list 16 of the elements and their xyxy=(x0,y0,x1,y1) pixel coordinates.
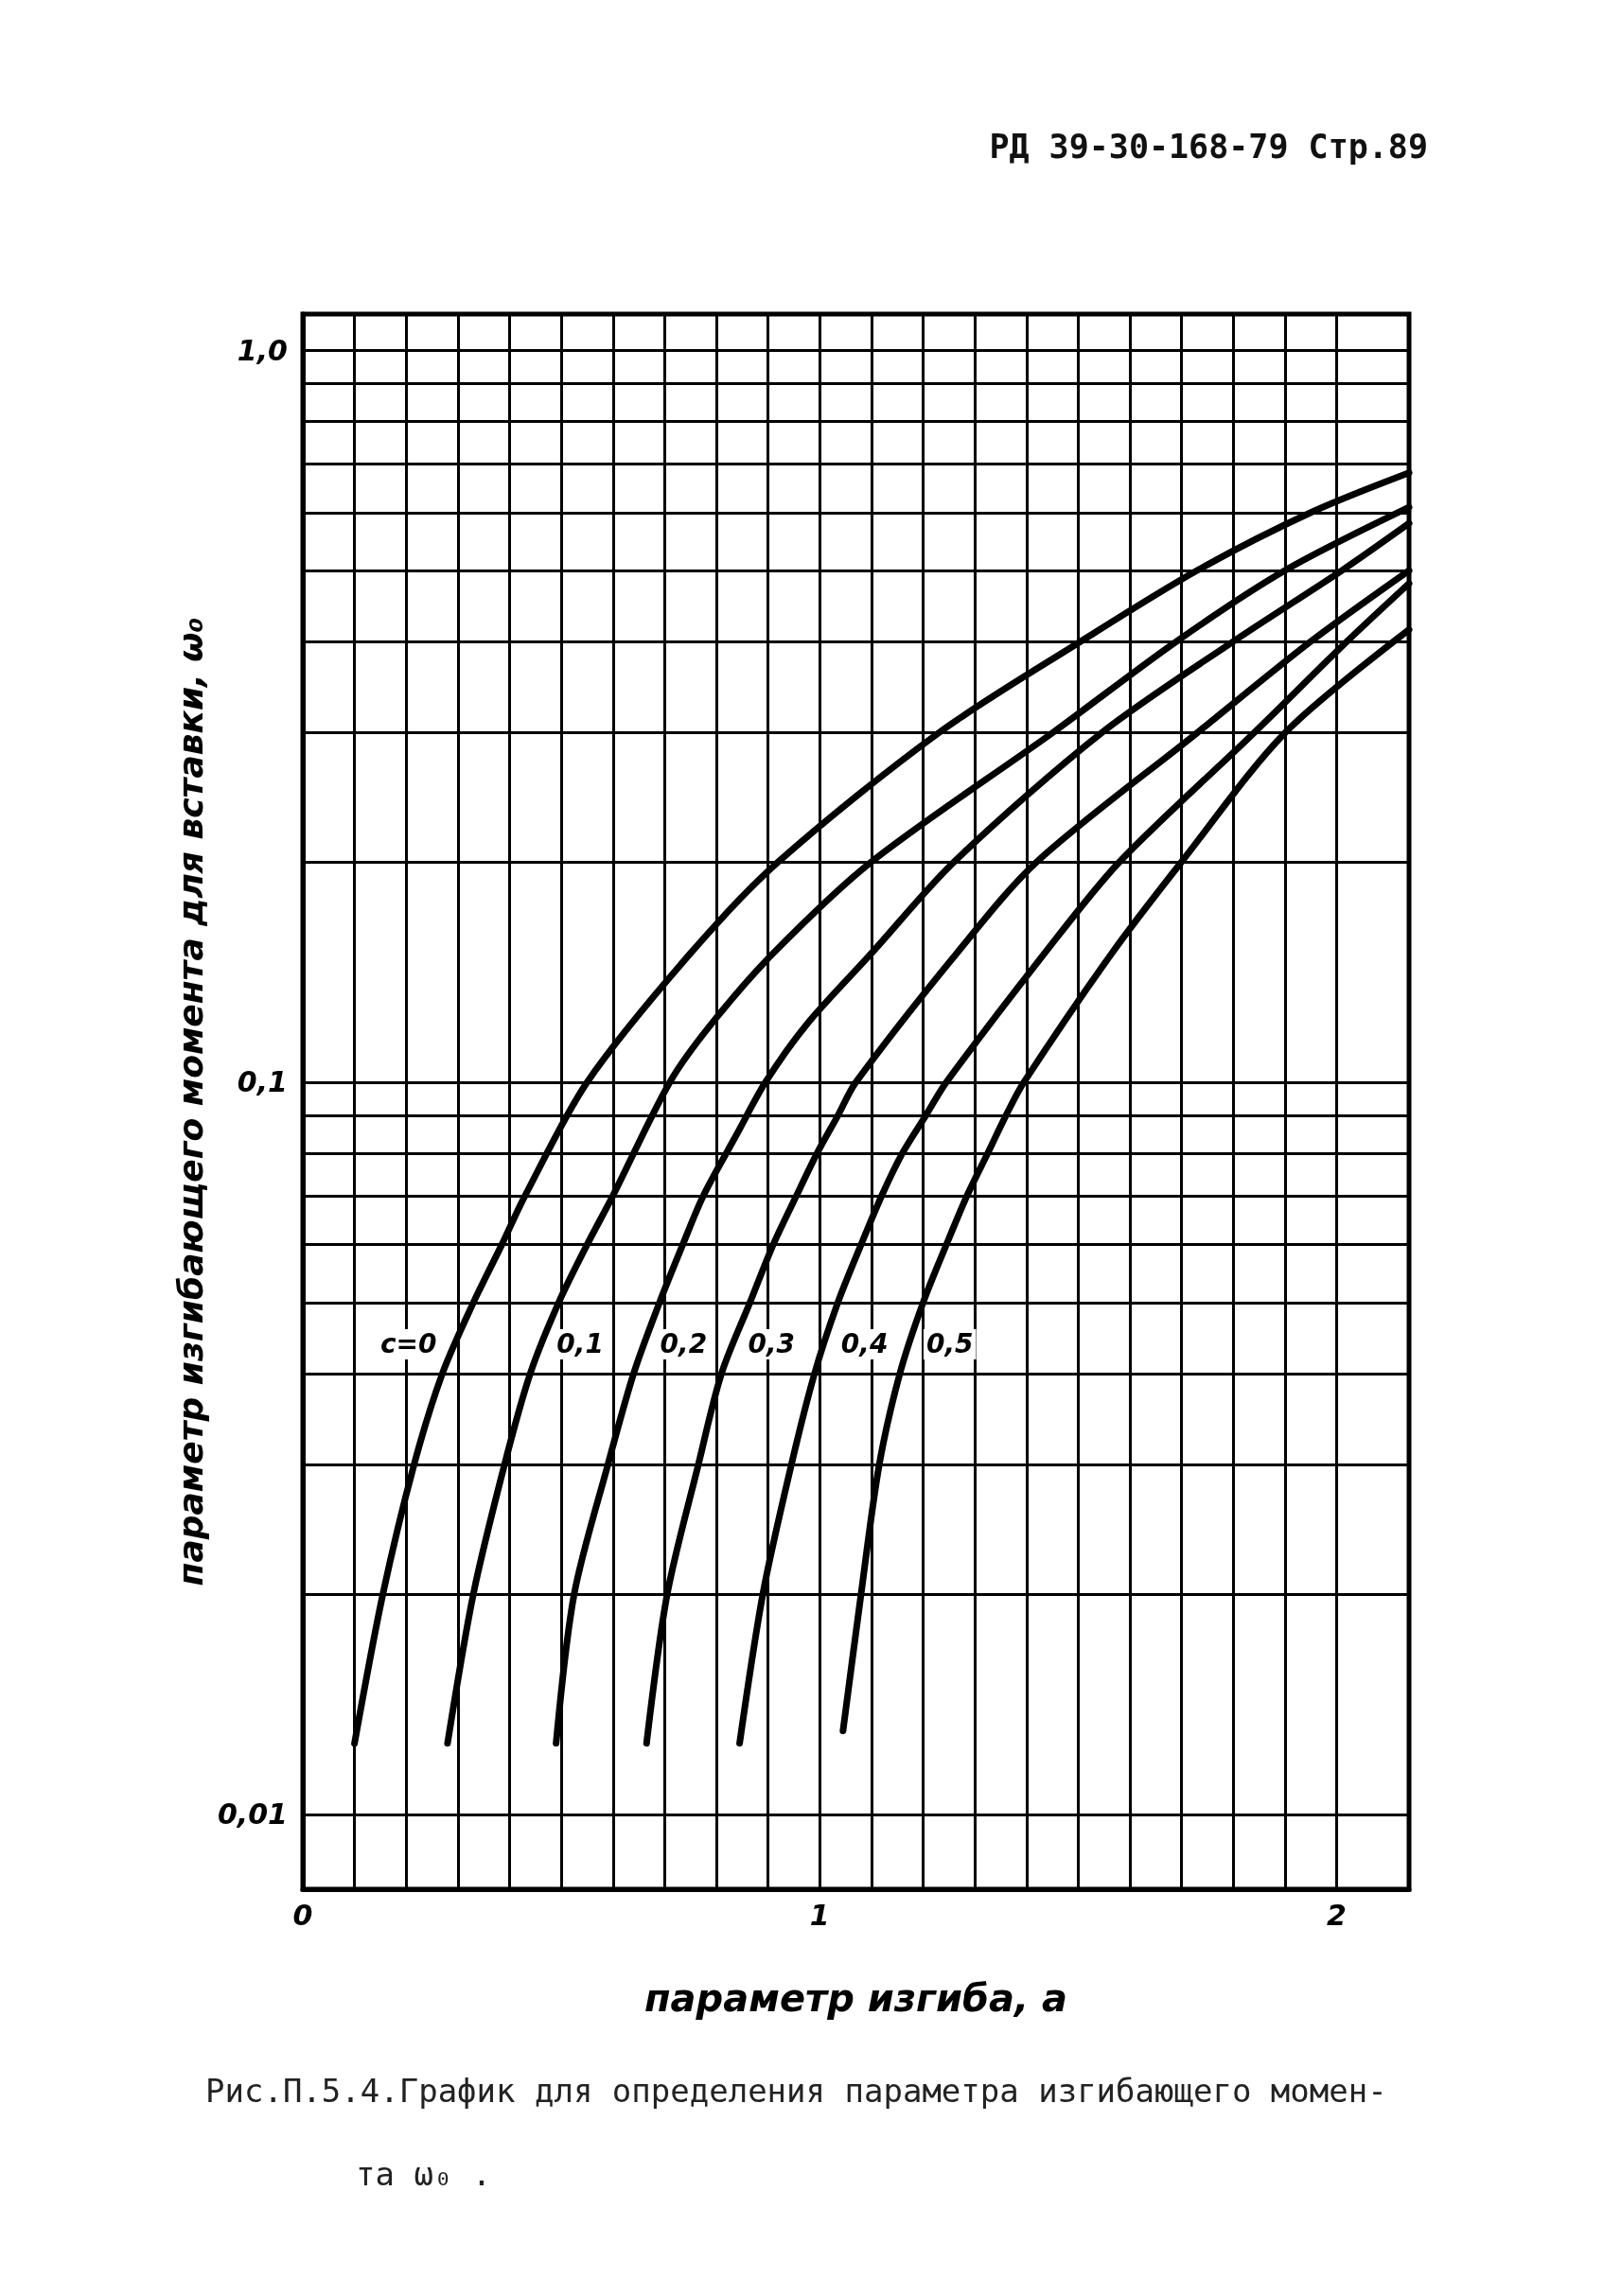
y-tick-label: 1,0 xyxy=(237,333,288,367)
x-axis-title: параметр изгиба, a xyxy=(643,1976,1068,2020)
chart-title: Рис.П.5.4.График для определения параметра изгибающего момен- та ω₀ . xyxy=(205,2072,1387,2193)
y-tick-label: 0,01 xyxy=(217,1797,288,1832)
y-axis-title: параметр изгибающего момента для вставки, ω₀ xyxy=(170,617,210,1586)
y-tick-label: 0,1 xyxy=(237,1065,288,1099)
x-tick-label: 1 xyxy=(809,1898,830,1932)
series-label: 0,1 xyxy=(556,1328,604,1360)
x-tick-label: 0 xyxy=(292,1898,313,1932)
series-label: 0,2 xyxy=(660,1328,708,1360)
x-tick-label: 2 xyxy=(1327,1898,1347,1932)
series-label: c=0 xyxy=(379,1328,437,1360)
series-label: 0,3 xyxy=(748,1328,796,1360)
text: РД 39-30-168-79 Стр.89 xyxy=(989,128,1428,166)
series-label: 0,5 xyxy=(925,1328,974,1360)
series-label: 0,4 xyxy=(840,1328,889,1360)
